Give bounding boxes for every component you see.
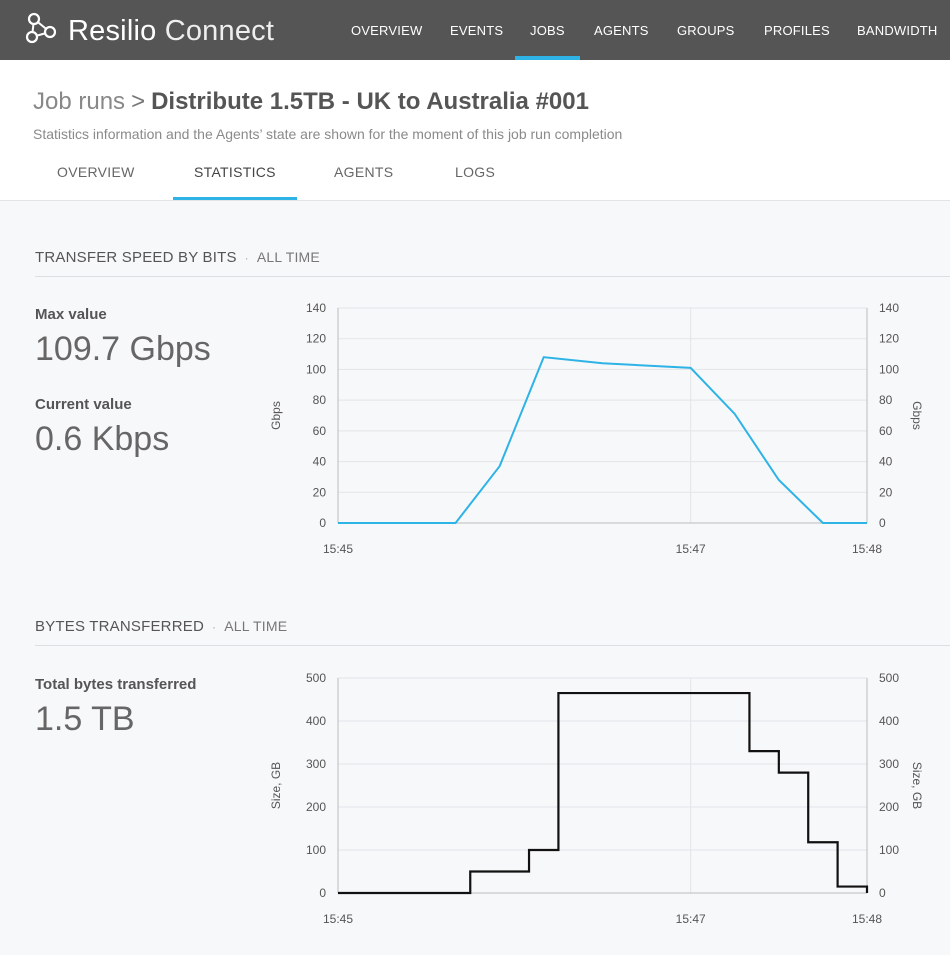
y-axis-title-right: Gbps	[910, 401, 924, 430]
breadcrumb-separator: >	[131, 88, 146, 115]
data-series-line	[338, 356, 867, 524]
y-tick-label-right: 20	[879, 485, 893, 499]
breadcrumb: Job runs > Distribute 1.5TB - UK to Austra…	[33, 88, 589, 116]
y-tick-label-right: 200	[879, 800, 899, 814]
y-tick-label-right: 0	[879, 516, 886, 530]
max-value-label: Max value	[35, 306, 107, 323]
y-tick-label-right: 80	[879, 393, 893, 407]
bytes-section-separator: ·	[212, 620, 217, 634]
bytes-section-heading: BYTES TRANSFERRED · ALL TIME	[35, 618, 287, 635]
bytes-section-title: BYTES TRANSFERRED	[35, 618, 204, 635]
resilio-logo-icon	[22, 10, 60, 53]
y-axis-title: Size, GB	[269, 762, 283, 809]
y-tick-label: 140	[306, 301, 326, 315]
x-tick-label: 15:48	[852, 912, 882, 926]
tab-overview[interactable]: OVERVIEW	[57, 164, 135, 180]
tab-statistics[interactable]: STATISTICS	[173, 164, 297, 200]
nav-events[interactable]: EVENTS	[450, 23, 504, 38]
page-subtitle: Statistics information and the Agents’ s…	[33, 126, 623, 142]
x-tick-label: 15:45	[323, 542, 353, 556]
speed-section-heading: TRANSFER SPEED BY BITS · ALL TIME	[35, 249, 320, 266]
breadcrumb-job-runs-link[interactable]: Job runs	[33, 88, 126, 115]
x-tick-label: 15:45	[323, 912, 353, 926]
y-tick-label: 20	[313, 485, 327, 499]
y-tick-label-right: 120	[879, 332, 899, 346]
brand-name: Resilio Connect	[68, 14, 275, 47]
nav-jobs[interactable]: JOBS	[515, 0, 580, 60]
page-title: Distribute 1.5TB - UK to Australia #001	[151, 88, 589, 115]
total-bytes-label: Total bytes transferred	[35, 676, 197, 693]
speed-section-title: TRANSFER SPEED BY BITS	[35, 249, 237, 266]
y-tick-label-right: 100	[879, 362, 899, 376]
section-divider	[35, 276, 950, 277]
nav-agents[interactable]: AGENTS	[594, 23, 649, 38]
y-tick-label-right: 300	[879, 757, 899, 771]
y-tick-label: 200	[306, 800, 326, 814]
nav-profiles[interactable]: PROFILES	[764, 23, 830, 38]
top-navigation-bar: Resilio Connect OVERVIEW EVENTS JOBS AGE…	[0, 0, 950, 60]
tab-logs[interactable]: LOGS	[455, 164, 496, 180]
current-value: 0.6 Kbps	[35, 420, 170, 458]
y-tick-label: 120	[306, 332, 326, 346]
y-tick-label-right: 40	[879, 455, 893, 469]
y-tick-label-right: 100	[879, 843, 899, 857]
y-tick-label-right: 0	[879, 886, 886, 900]
x-tick-label: 15:47	[676, 912, 706, 926]
tab-agents[interactable]: AGENTS	[334, 164, 394, 180]
y-tick-label: 400	[306, 714, 326, 728]
y-tick-label: 40	[313, 455, 327, 469]
bytes-transferred-chart: 0 0 100 100 200 200 300 300 400 400 500 500 15:45 15:…	[269, 671, 924, 926]
y-axis-title: Gbps	[269, 401, 283, 430]
y-tick-label: 100	[306, 843, 326, 857]
max-value: 109.7 Gbps	[35, 330, 211, 368]
nav-overview[interactable]: OVERVIEW	[351, 23, 423, 38]
y-tick-label: 80	[313, 393, 327, 407]
current-value-label: Current value	[35, 396, 132, 413]
nav-bandwidth[interactable]: BANDWIDTH	[857, 23, 938, 38]
y-tick-label: 500	[306, 671, 326, 685]
data-series-line	[338, 691, 869, 895]
y-tick-label-right: 500	[879, 671, 899, 685]
speed-section-separator: ·	[244, 251, 249, 265]
y-axis-title-right: Size, GB	[910, 762, 924, 809]
total-bytes-value: 1.5 TB	[35, 700, 135, 738]
y-tick-label-right: 140	[879, 301, 899, 315]
bytes-range-filter[interactable]: ALL TIME	[224, 618, 288, 634]
x-tick-label: 15:47	[676, 542, 706, 556]
x-tick-label: 15:48	[852, 542, 882, 556]
transfer-speed-chart: 0 0 20 20 40 40 60 60 80 80 100 100 120 120 140 140 15:4…	[269, 301, 924, 556]
y-tick-label-right: 400	[879, 714, 899, 728]
brand[interactable]: Resilio Connect	[22, 12, 274, 50]
y-tick-label: 60	[313, 424, 327, 438]
section-divider	[35, 645, 950, 646]
speed-range-filter[interactable]: ALL TIME	[256, 249, 320, 265]
nav-groups[interactable]: GROUPS	[677, 23, 735, 38]
y-tick-label: 100	[306, 362, 326, 376]
y-tick-label: 0	[319, 516, 326, 530]
y-tick-label: 0	[319, 886, 326, 900]
y-tick-label-right: 60	[879, 424, 893, 438]
y-tick-label: 300	[306, 757, 326, 771]
page-header: Job runs > Distribute 1.5TB - UK to Austra…	[0, 60, 950, 201]
